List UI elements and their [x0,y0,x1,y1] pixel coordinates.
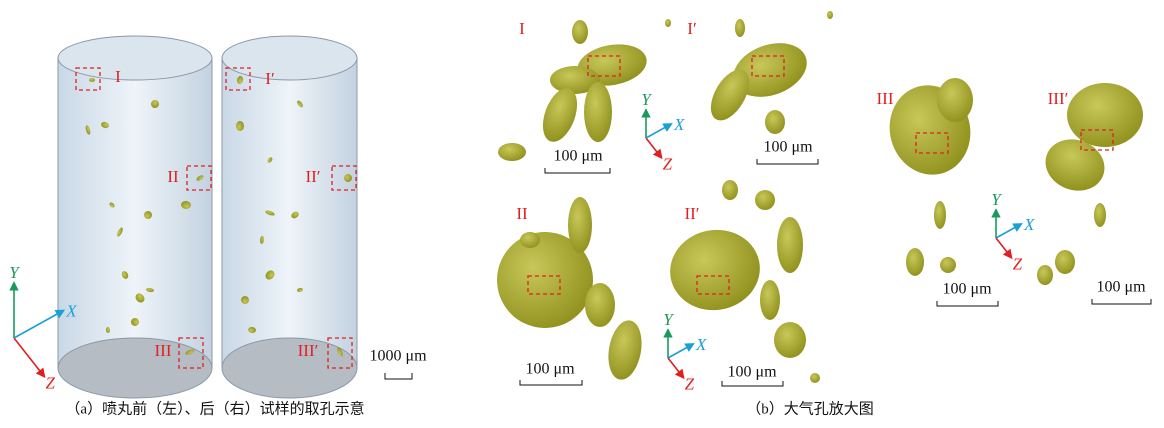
region-label: I [115,67,121,86]
scale-bar [937,301,998,306]
scale-bar [385,373,412,379]
axis-label: Z [46,373,56,392]
view-label: III′ [1048,89,1069,108]
pore [765,110,785,134]
pore [498,143,526,161]
pore [1055,250,1075,274]
pore [664,223,767,317]
pore [760,280,780,320]
view-label: III [877,89,894,108]
pore [735,19,745,37]
scale-bar-label: 100 μm [763,139,813,156]
page: II′IIII′IIIIII′1000 μmYXZ（a）喷丸前（左）、后（右）试… [0,0,1164,428]
axis-label: Y [641,90,652,109]
axis-label: Z [685,375,695,394]
pore [584,82,612,142]
view-label: I [519,19,525,38]
pore [940,257,956,273]
pore [1094,203,1106,227]
pore [585,283,615,327]
pore [572,20,588,44]
region-label: III′ [298,341,319,360]
scale-bar [520,380,582,385]
caption: （a）喷丸前（左）、后（右）试样的取孔示意 [65,399,364,417]
pore [774,322,806,358]
axis-label: X [65,301,77,320]
pore [755,190,775,210]
scale-bar-label: 100 μm [525,361,575,378]
pore [906,248,924,276]
view-label: II [516,204,528,223]
axis-arrow [646,138,661,158]
axis-arrow [14,338,44,377]
pore [1067,83,1143,147]
axis-arrow [996,224,1021,238]
scale-bar-label: 100 μm [1096,279,1146,296]
scale-bar [757,159,818,164]
pore [89,78,95,82]
view-label: I′ [687,19,696,38]
axis-arrow [668,344,693,358]
region-label: II′ [305,167,320,186]
pore [520,232,540,248]
axis-label: X [1023,215,1035,234]
axis-arrow [668,358,683,378]
pore [665,19,671,27]
scale-bar-label: 100 μm [727,364,777,381]
scale-bar [1092,299,1151,304]
region-label: I′ [265,69,274,88]
scale-bar [545,168,610,173]
pore [777,217,803,273]
scale-bar [722,381,783,386]
axis-arrow [14,311,64,339]
cylinder-right [222,36,357,398]
axis-arrow [996,238,1011,258]
pore [810,373,820,383]
pore [1037,265,1053,285]
view-label: II′ [684,204,699,223]
axis-label: Z [1013,255,1023,274]
scale-bar-label: 100 μm [553,148,603,165]
scale-bar-label: 1000 μm [369,348,427,365]
region-label: II [167,167,179,186]
pore [934,201,946,229]
region-label: III [155,341,172,360]
pore [568,197,592,253]
caption: （b）大气孔放大图 [746,400,874,417]
axis-label: Y [991,190,1002,209]
axis-arrow [646,124,671,138]
pore [604,318,646,383]
axis-label: Z [663,155,673,174]
pore [937,78,973,122]
axis-label: X [673,115,685,134]
pore [722,180,738,200]
axis-label: Y [9,263,20,282]
axis-label: X [695,335,707,354]
figure: II′IIII′IIIIII′1000 μmYXZ（a）喷丸前（左）、后（右）试… [0,0,1164,428]
axis-label: Y [663,310,674,329]
pore [827,11,833,19]
scale-bar-label: 100 μm [942,281,992,298]
